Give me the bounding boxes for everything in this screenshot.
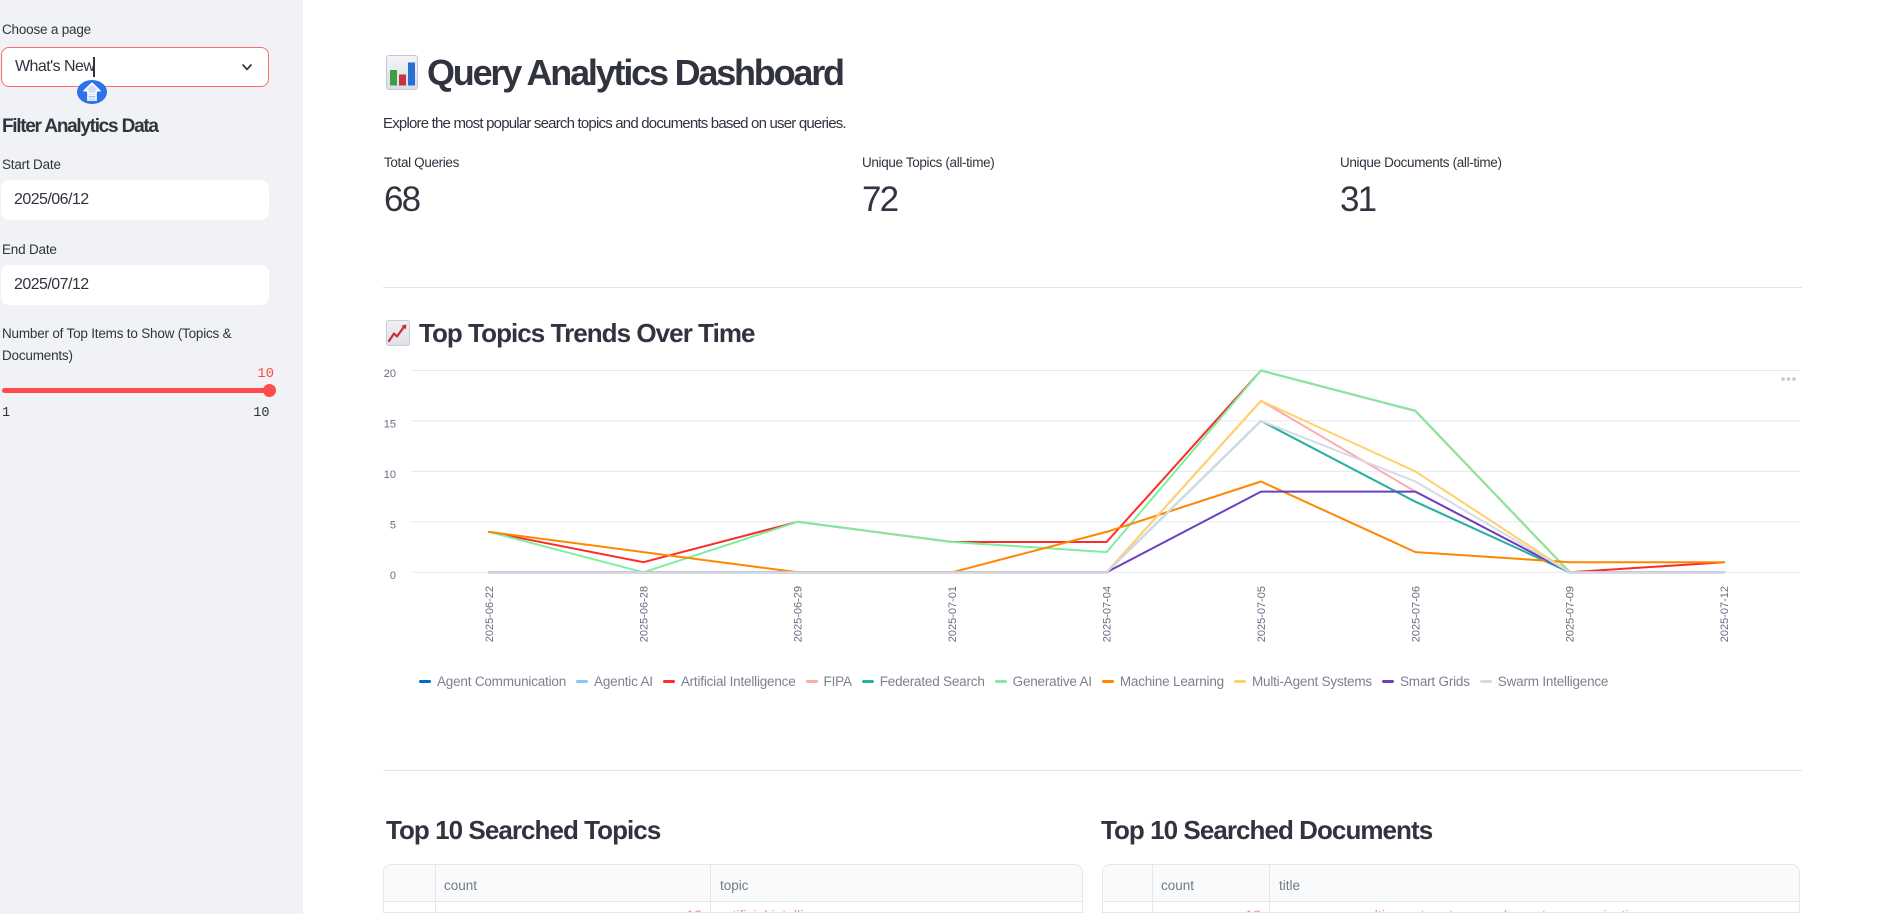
svg-text:2025-06-22: 2025-06-22 — [484, 586, 496, 642]
svg-text:2025-07-12: 2025-07-12 — [1719, 586, 1731, 642]
svg-text:2025-06-29: 2025-06-29 — [793, 586, 805, 642]
svg-text:2025-06-28: 2025-06-28 — [638, 586, 650, 642]
svg-text:2025-07-09: 2025-07-09 — [1565, 586, 1577, 642]
svg-text:20: 20 — [384, 368, 396, 380]
svg-text:2025-07-06: 2025-07-06 — [1410, 586, 1422, 642]
svg-text:2025-07-04: 2025-07-04 — [1101, 586, 1113, 642]
svg-text:10: 10 — [384, 469, 396, 481]
svg-text:0: 0 — [390, 570, 396, 582]
svg-text:5: 5 — [390, 519, 396, 531]
svg-text:2025-07-05: 2025-07-05 — [1256, 586, 1268, 642]
svg-text:15: 15 — [384, 418, 396, 430]
svg-text:2025-07-01: 2025-07-01 — [947, 586, 959, 642]
